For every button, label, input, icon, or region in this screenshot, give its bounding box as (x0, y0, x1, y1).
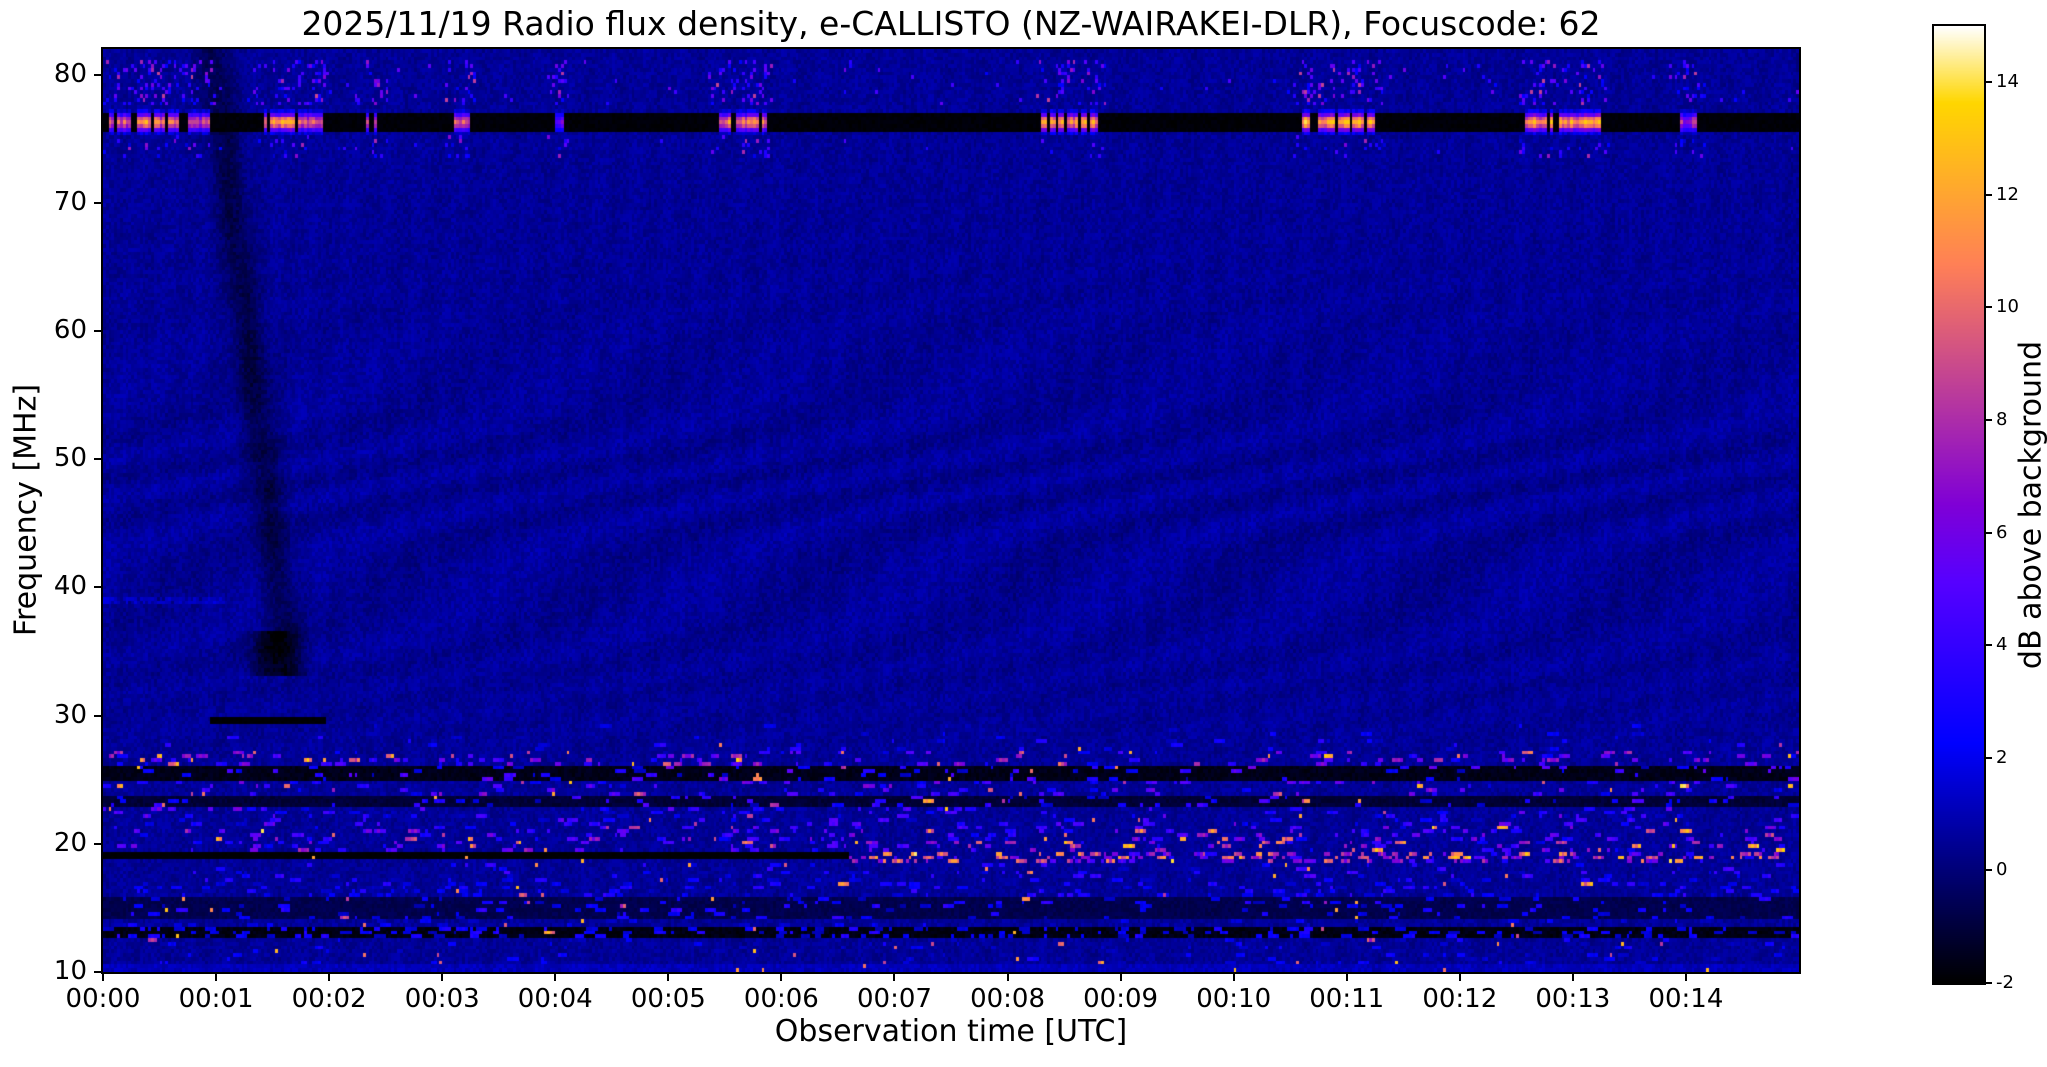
spectrogram-canvas (103, 49, 1799, 972)
plot-frame (101, 47, 1801, 974)
colorbar-tick-label: 2 (1996, 746, 2008, 768)
colorbar-tick-label: 14 (1996, 71, 2019, 93)
y-tick-mark (94, 714, 101, 717)
x-tick-mark (667, 974, 670, 981)
colorbar-tick-label: 0 (1996, 859, 2008, 881)
y-tick-mark (94, 201, 101, 204)
colorbar-tick-label: 4 (1996, 634, 2008, 656)
x-tick-mark (1232, 974, 1235, 981)
y-tick-mark (94, 73, 101, 76)
colorbar-tick-label: 8 (1996, 409, 2008, 431)
x-axis-label: Observation time [UTC] (774, 1014, 1128, 1049)
colorbar-tick-mark (1986, 531, 1992, 534)
y-tick-label: 10 (53, 956, 87, 986)
chart-title: 2025/11/19 Radio flux density, e-CALLIST… (301, 4, 1601, 43)
x-tick-mark (102, 974, 104, 981)
x-tick-label: 00:05 (630, 984, 706, 1014)
colorbar-tick-label: 10 (1996, 296, 2019, 318)
x-tick-mark (328, 974, 331, 981)
x-tick-label: 00:12 (1422, 984, 1498, 1014)
y-tick-mark (94, 458, 101, 461)
x-tick-mark (1006, 974, 1009, 981)
x-tick-label: 00:06 (743, 984, 819, 1014)
x-tick-label: 00:02 (291, 984, 367, 1014)
colorbar-tick-mark (1986, 644, 1992, 647)
x-tick-mark (1684, 974, 1687, 981)
y-tick-mark (94, 842, 101, 845)
x-tick-mark (893, 974, 896, 981)
colorbar-canvas (1934, 26, 1984, 983)
x-tick-mark (1345, 974, 1348, 981)
y-tick-mark (94, 330, 101, 333)
y-tick-label: 50 (53, 443, 87, 474)
x-tick-mark (1119, 974, 1122, 981)
x-tick-label: 00:01 (178, 984, 254, 1014)
y-tick-label: 30 (53, 699, 87, 730)
colorbar-tick-label: -2 (1996, 972, 2014, 993)
x-tick-label: 00:09 (1083, 984, 1159, 1014)
x-tick-mark (215, 974, 218, 981)
x-tick-mark (554, 974, 557, 981)
y-tick-label: 80 (53, 58, 87, 89)
colorbar-tick-mark (1986, 306, 1992, 309)
x-tick-label: 00:11 (1309, 984, 1385, 1014)
x-tick-label: 00:00 (65, 984, 141, 1014)
x-tick-mark (1458, 974, 1461, 981)
x-tick-label: 00:10 (1196, 984, 1272, 1014)
y-tick-label: 70 (53, 186, 87, 217)
y-tick-mark (94, 971, 101, 973)
x-tick-mark (1571, 974, 1574, 981)
colorbar-tick-mark (1986, 193, 1992, 196)
colorbar-tick-mark (1986, 81, 1992, 84)
colorbar-tick-mark (1986, 419, 1992, 422)
y-tick-label: 40 (53, 571, 87, 602)
colorbar-tick-label: 6 (1996, 521, 2008, 543)
x-tick-label: 00:07 (856, 984, 932, 1014)
y-tick-mark (94, 586, 101, 589)
x-tick-label: 00:04 (517, 984, 593, 1014)
colorbar-label: dB above background (2013, 340, 2047, 670)
x-tick-label: 00:14 (1648, 984, 1724, 1014)
x-tick-mark (441, 974, 444, 981)
y-tick-label: 60 (53, 315, 87, 346)
y-tick-label: 20 (53, 827, 87, 858)
x-tick-label: 00:03 (404, 984, 480, 1014)
colorbar-tick-mark (1986, 869, 1992, 872)
x-tick-mark (780, 974, 783, 981)
colorbar-tick-mark (1986, 982, 1992, 984)
x-tick-label: 00:08 (970, 984, 1045, 1014)
x-tick-label: 00:13 (1535, 984, 1611, 1014)
colorbar-tick-mark (1986, 756, 1992, 759)
colorbar-tick-label: 12 (1996, 183, 2019, 205)
colorbar-frame (1932, 24, 1986, 985)
